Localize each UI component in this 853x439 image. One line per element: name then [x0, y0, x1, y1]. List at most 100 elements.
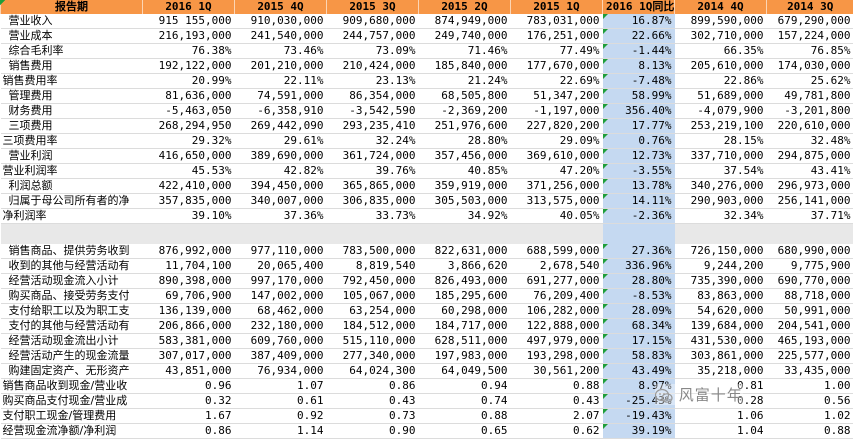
yoy-cell: 27.36% — [603, 244, 675, 259]
value-cell: 313,575,000 — [511, 194, 603, 209]
value-cell: 337,710,000 — [675, 149, 767, 164]
value-cell: 83,863,000 — [675, 288, 767, 303]
yoy-cell: -2.36% — [603, 209, 675, 224]
value-cell: 22.11% — [235, 74, 327, 89]
value-cell: 105,067,000 — [327, 288, 419, 303]
separator-cell — [603, 224, 675, 244]
value-cell: 74,591,000 — [235, 89, 327, 104]
yoy-cell: 336.96% — [603, 258, 675, 273]
value-cell: 876,992,000 — [143, 244, 235, 259]
row-label: 支付给职工以及为职工支 — [1, 303, 143, 318]
value-cell: 416,650,000 — [143, 149, 235, 164]
value-cell: 387,409,000 — [235, 348, 327, 363]
value-cell: 50,991,000 — [767, 303, 853, 318]
value-cell: 32.34% — [675, 209, 767, 224]
value-cell: 1.06 — [675, 408, 767, 423]
yoy-cell: 58.83% — [603, 348, 675, 363]
value-cell: 726,150,000 — [675, 244, 767, 259]
value-cell: 307,017,000 — [143, 348, 235, 363]
value-cell: 783,031,000 — [511, 14, 603, 29]
value-cell: 2.07 — [511, 408, 603, 423]
value-cell: 193,298,000 — [511, 348, 603, 363]
value-cell: 792,450,000 — [327, 273, 419, 288]
value-cell: -5,463,050 — [143, 104, 235, 119]
value-cell: 826,493,000 — [419, 273, 511, 288]
value-cell: 515,110,000 — [327, 333, 419, 348]
value-cell: 915 155,000 — [143, 14, 235, 29]
value-cell: 253,219,100 — [675, 119, 767, 134]
row-label: 营业收入 — [1, 14, 143, 29]
value-cell: 37.36% — [235, 209, 327, 224]
separator-cell — [511, 224, 603, 244]
row-label: 三项费用 — [1, 119, 143, 134]
section-separator — [1, 224, 853, 244]
value-cell: 910,030,000 — [235, 14, 327, 29]
value-cell: 40.05% — [511, 209, 603, 224]
value-cell: 77.49% — [511, 44, 603, 59]
value-cell: 76.38% — [143, 44, 235, 59]
yoy-cell: -1.44% — [603, 44, 675, 59]
value-cell: 227,820,200 — [511, 119, 603, 134]
value-cell: 0.62 — [511, 423, 603, 438]
yoy-cell: 28.80% — [603, 273, 675, 288]
yoy-cell: 28.09% — [603, 303, 675, 318]
row-label: 营业利润 — [1, 149, 143, 164]
value-cell: 294,875,000 — [767, 149, 853, 164]
value-cell: 64,024,300 — [327, 363, 419, 378]
yoy-cell: 58.99% — [603, 89, 675, 104]
value-cell: 185,295,600 — [419, 288, 511, 303]
value-cell: 0.96 — [143, 378, 235, 393]
value-cell: 71.46% — [419, 44, 511, 59]
value-cell: 68,505,800 — [419, 89, 511, 104]
separator-cell — [235, 224, 327, 244]
value-cell: 244,757,000 — [327, 29, 419, 44]
value-cell: 3,866,620 — [419, 258, 511, 273]
column-header: 2015 2Q — [419, 0, 511, 14]
value-cell: 680,990,000 — [767, 244, 853, 259]
value-cell: 28.15% — [675, 134, 767, 149]
yoy-cell: -8.53% — [603, 288, 675, 303]
row-label: 购买商品、接受劳务支付 — [1, 288, 143, 303]
value-cell: 899,590,000 — [675, 14, 767, 29]
value-cell: 139,684,000 — [675, 318, 767, 333]
yoy-cell: 39.19% — [603, 423, 675, 438]
row-label: 收到的其他与经营活动有 — [1, 258, 143, 273]
row-label: 归属于母公司所有者的净 — [1, 194, 143, 209]
value-cell: 0.73 — [327, 408, 419, 423]
value-cell: 157,224,000 — [767, 29, 853, 44]
yoy-cell: 13.78% — [603, 179, 675, 194]
yoy-cell: 17.15% — [603, 333, 675, 348]
value-cell: 357,835,000 — [143, 194, 235, 209]
value-cell: 1.00 — [767, 378, 853, 393]
value-cell: 64,049,500 — [419, 363, 511, 378]
value-cell: -4,079,900 — [675, 104, 767, 119]
value-cell: 33,435,000 — [767, 363, 853, 378]
value-cell: 20,065,400 — [235, 258, 327, 273]
value-cell: -6,358,910 — [235, 104, 327, 119]
value-cell: 68,462,000 — [235, 303, 327, 318]
value-cell: 42.82% — [235, 164, 327, 179]
value-cell: 256,141,000 — [767, 194, 853, 209]
yoy-cell: 17.77% — [603, 119, 675, 134]
value-cell: 371,256,000 — [511, 179, 603, 194]
value-cell: 177,670,000 — [511, 59, 603, 74]
value-cell: 783,500,000 — [327, 244, 419, 259]
value-cell: 20.99% — [143, 74, 235, 89]
value-cell: 30,561,200 — [511, 363, 603, 378]
value-cell: 63,254,000 — [327, 303, 419, 318]
yoy-cell: 16.87% — [603, 14, 675, 29]
value-cell: 0.43 — [327, 393, 419, 408]
value-cell: 49,781,800 — [767, 89, 853, 104]
value-cell: 32.48% — [767, 134, 853, 149]
value-cell: 40.85% — [419, 164, 511, 179]
value-cell: 197,983,000 — [419, 348, 511, 363]
value-cell: 296,973,000 — [767, 179, 853, 194]
yoy-cell: 356.40% — [603, 104, 675, 119]
value-cell: 0.86 — [327, 378, 419, 393]
